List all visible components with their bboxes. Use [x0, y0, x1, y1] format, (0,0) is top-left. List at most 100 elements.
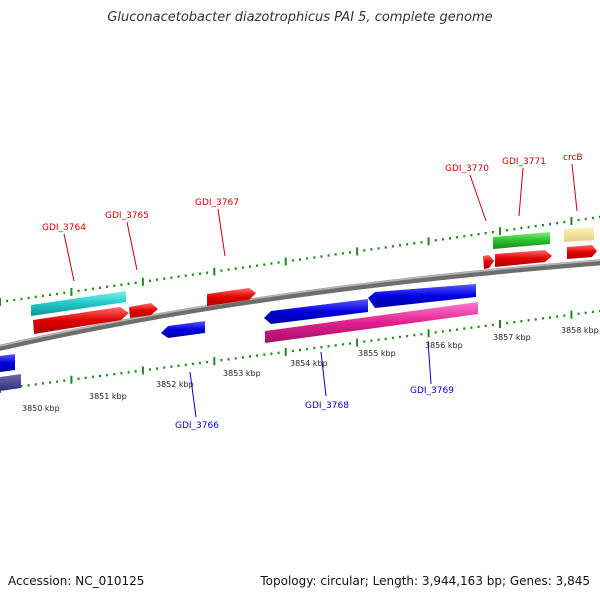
gene-arrow-crcb[interactable]	[567, 245, 597, 259]
reverse-track-tick	[477, 325, 480, 328]
label-gdi3768[interactable]: GDI_3768	[305, 401, 349, 411]
reverse-track-tick	[206, 360, 209, 364]
forward-track-tick	[384, 246, 387, 249]
gene-arrow-gdi3765[interactable]	[129, 303, 158, 318]
gene-arrow-crcb-yellow[interactable]	[564, 227, 594, 242]
forward-track-tick	[413, 242, 416, 245]
reverse-track-tick	[91, 375, 94, 379]
gene-arrow-small-red[interactable]	[483, 255, 494, 269]
forward-track-tick	[177, 275, 180, 278]
reverse-track-tick	[299, 348, 301, 352]
gene-arrow-gdi3764[interactable]	[33, 307, 129, 334]
label-crcb[interactable]: crcB	[563, 153, 583, 163]
forward-track-tick	[70, 287, 73, 296]
kbp-label: 3857 kbp	[493, 333, 531, 342]
forward-track-tick	[241, 266, 244, 269]
reverse-track-tick	[370, 339, 373, 342]
forward-track-tick	[134, 281, 137, 284]
label-gdi3766[interactable]: GDI_3766	[175, 421, 219, 431]
label-gdi3765[interactable]: GDI_3765	[105, 211, 149, 221]
leader-gdi3766	[189, 371, 197, 418]
forward-track-tick	[513, 227, 516, 231]
forward-track-tick	[541, 223, 544, 227]
forward-track-tick	[449, 237, 451, 240]
forward-track-tick	[13, 298, 16, 302]
reverse-track-tick	[420, 333, 423, 336]
forward-track-tick	[320, 255, 323, 258]
reverse-track-tick	[213, 357, 216, 366]
reverse-track-tick	[256, 354, 259, 357]
gene-arrow-gdi3770[interactable]	[493, 232, 550, 249]
reverse-track-tick	[34, 383, 37, 386]
gene-arrow-left-blue[interactable]	[0, 354, 15, 372]
gene-arrow-gdi3771[interactable]	[495, 250, 552, 267]
forward-track-tick	[363, 249, 366, 252]
forward-track-tick	[584, 217, 587, 221]
kbp-labels: 3850 kbp 3851 kbp 3852 kbp 3853 kbp 3854…	[22, 326, 599, 413]
reverse-track-tick	[563, 314, 566, 317]
gene-arrow-pink[interactable]	[265, 302, 478, 343]
forward-track-tick	[520, 226, 523, 230]
reverse-track-tick	[99, 374, 101, 378]
forward-track-tick	[256, 264, 259, 267]
reverse-track-tick	[113, 372, 116, 376]
forward-track-tick	[306, 257, 309, 260]
map-title: Gluconacetobacter diazotrophicus PAI 5, …	[107, 10, 493, 25]
kbp-label: 3852 kbp	[156, 380, 194, 389]
reverse-track-tick	[70, 375, 73, 384]
forward-track-tick	[427, 237, 430, 246]
forward-track-tick	[220, 269, 223, 272]
reverse-track-tick	[170, 365, 173, 368]
forward-track-tick	[499, 227, 501, 236]
gene-arrow-gdi3769[interactable]	[368, 284, 476, 308]
reverse-track-tick	[391, 336, 394, 340]
kbp-label: 3854 kbp	[290, 359, 328, 368]
gene-arrows	[0, 227, 597, 391]
label-gdi3770[interactable]: GDI_3770	[445, 164, 489, 174]
reverse-track-tick	[106, 373, 109, 377]
forward-track-tick	[463, 235, 466, 238]
reverse-track-tick	[413, 333, 416, 337]
label-gdi3769[interactable]: GDI_3769	[410, 386, 454, 396]
reverse-track-tick	[484, 324, 487, 328]
gene-arrow-gdi3767[interactable]	[207, 288, 256, 306]
reverse-track-tick	[377, 338, 380, 341]
leader-gdi3771	[518, 167, 524, 217]
reverse-track-tick	[527, 319, 530, 322]
forward-track-tick	[77, 289, 80, 293]
leader-gdi3769	[427, 340, 432, 385]
forward-track-tick	[334, 253, 337, 256]
leader-gdi3767	[217, 208, 226, 257]
forward-track-tick	[549, 222, 551, 226]
forward-track-tick	[313, 256, 316, 259]
forward-track-tick	[534, 224, 537, 228]
label-gdi3764[interactable]: GDI_3764	[42, 223, 86, 233]
reverse-track-tick	[499, 320, 501, 328]
forward-track-tick	[563, 220, 566, 224]
reverse-track-tick	[313, 346, 316, 350]
reverse-track-tick	[399, 335, 401, 339]
gene-arrow-gdi3766[interactable]	[161, 321, 205, 338]
gene-arrow-gdi3768[interactable]	[264, 299, 368, 324]
gene-arrow-gdi3764-cyan[interactable]	[31, 291, 126, 316]
label-gdi3771[interactable]: GDI_3771	[502, 157, 546, 167]
reverse-track-tick	[284, 347, 287, 356]
reverse-track-tick	[149, 368, 151, 371]
leader-lines	[63, 163, 578, 418]
reverse-track-tick	[241, 356, 244, 359]
forward-track-tick	[477, 233, 480, 236]
label-gdi3767[interactable]: GDI_3767	[195, 198, 239, 208]
forward-track-tick	[349, 251, 351, 254]
kbp-label: 3858 kbp	[561, 326, 599, 335]
reverse-track-tick	[220, 359, 223, 362]
reverse-track-tick	[327, 345, 330, 348]
reverse-track-tick	[384, 337, 387, 341]
forward-track-tick	[406, 243, 409, 246]
forward-track-tick	[299, 258, 301, 261]
forward-track-tick	[206, 271, 209, 274]
reverse-track-tick	[577, 312, 580, 315]
gene-arrow-left-navy[interactable]	[0, 374, 21, 391]
reverse-track-tick	[406, 334, 409, 338]
reverse-track-tick	[334, 344, 337, 347]
